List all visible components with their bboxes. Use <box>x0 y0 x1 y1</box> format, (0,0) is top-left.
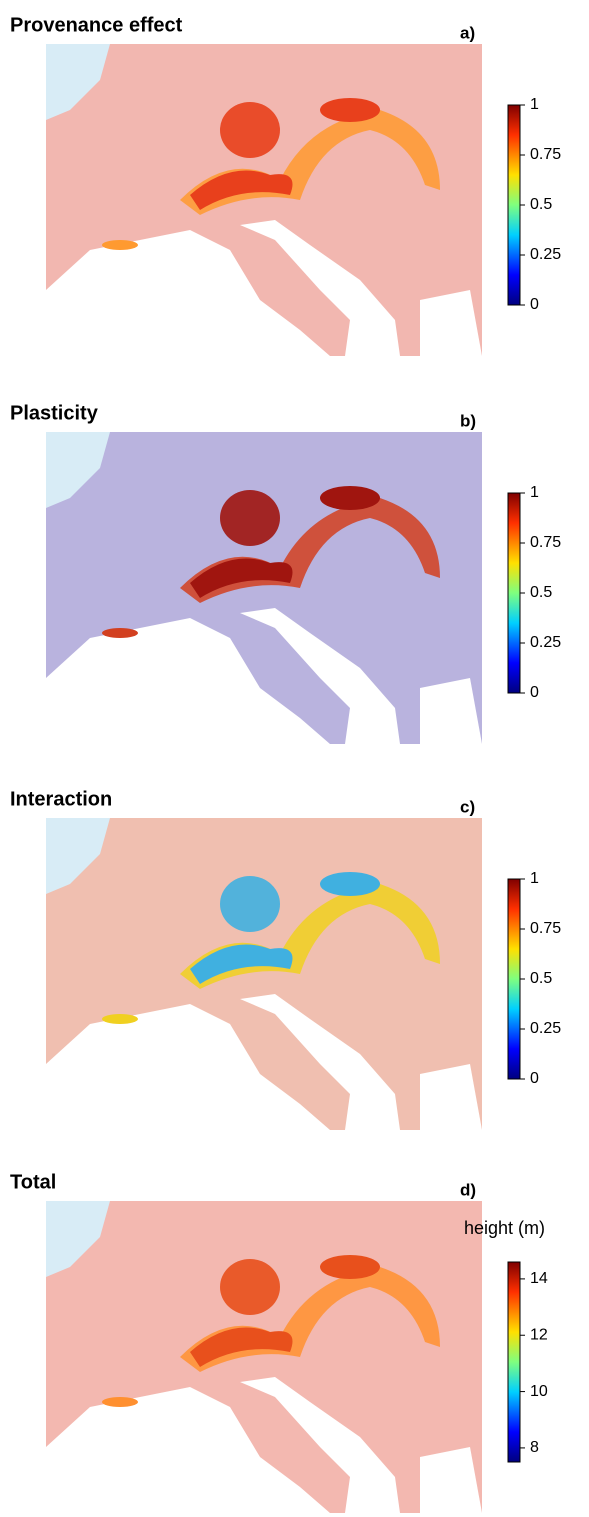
colorbar-label: height (m) <box>464 1218 545 1238</box>
map-mountain <box>102 240 138 250</box>
colorbar-tick-label: 0.5 <box>530 584 552 601</box>
colorbar-tick-label: 1 <box>530 484 539 501</box>
panel-letter: c) <box>460 797 475 816</box>
colorbar-tick-label: 0.5 <box>530 196 552 213</box>
panel-letter: b) <box>460 411 476 430</box>
colorbar-tick-label: 0 <box>530 1070 539 1087</box>
panel: Total d) height (m) 8 10 12 14 <box>10 1171 548 1513</box>
map <box>46 1201 482 1513</box>
colorbar-tick-label: 0.75 <box>530 920 561 937</box>
map-mountain <box>320 872 380 896</box>
colorbar-tick-label: 1 <box>530 96 539 113</box>
map-mountain <box>320 98 380 122</box>
figure: Provenance effecta)00.250.50.751Plastici… <box>0 0 589 1517</box>
map <box>46 432 482 744</box>
colorbar-tick-label: 0.25 <box>530 246 561 263</box>
colorbar-tick-label: 1 <box>530 870 539 887</box>
colorbar-tick-label: 0 <box>530 296 539 313</box>
colorbar-tick-label: 10 <box>530 1383 548 1400</box>
map-mountain <box>102 1397 138 1407</box>
panel-title: Interaction <box>10 788 112 810</box>
map-mountain <box>102 628 138 638</box>
map-mountain <box>102 1014 138 1024</box>
colorbar-tick-label: 0 <box>530 684 539 701</box>
map-mountain <box>220 102 280 158</box>
map-mountain <box>220 876 280 932</box>
colorbar-tick-label: 0.75 <box>530 534 561 551</box>
colorbar-tick-label: 12 <box>530 1326 548 1343</box>
panel-title: Plasticity <box>10 402 99 424</box>
map <box>46 818 482 1130</box>
map-mountain <box>220 1259 280 1315</box>
panel: Provenance effect a) 0 0.25 0.5 0.75 1 <box>10 14 561 356</box>
colorbar <box>508 879 520 1079</box>
map-mountain <box>320 486 380 510</box>
map-mountain <box>220 490 280 546</box>
panel-title: Provenance effect <box>10 14 183 36</box>
panel-letter: d) <box>460 1180 476 1199</box>
colorbar <box>508 1262 520 1462</box>
map <box>46 44 482 356</box>
colorbar-tick-label: 0.75 <box>530 146 561 163</box>
colorbar <box>508 493 520 693</box>
colorbar <box>508 105 520 305</box>
panel: Plasticity b) 0 0.25 0.5 0.75 1 <box>10 402 561 744</box>
colorbar-tick-label: 14 <box>530 1270 548 1287</box>
colorbar-tick-label: 0.25 <box>530 1020 561 1037</box>
panel: Interaction c) 0 0.25 0.5 0.75 1 <box>10 788 561 1130</box>
panel-letter: a) <box>460 23 475 42</box>
colorbar-tick-label: 8 <box>530 1439 539 1456</box>
colorbar-tick-label: 0.25 <box>530 634 561 651</box>
colorbar-tick-label: 0.5 <box>530 970 552 987</box>
panel-title: Total <box>10 1171 56 1193</box>
map-mountain <box>320 1255 380 1279</box>
